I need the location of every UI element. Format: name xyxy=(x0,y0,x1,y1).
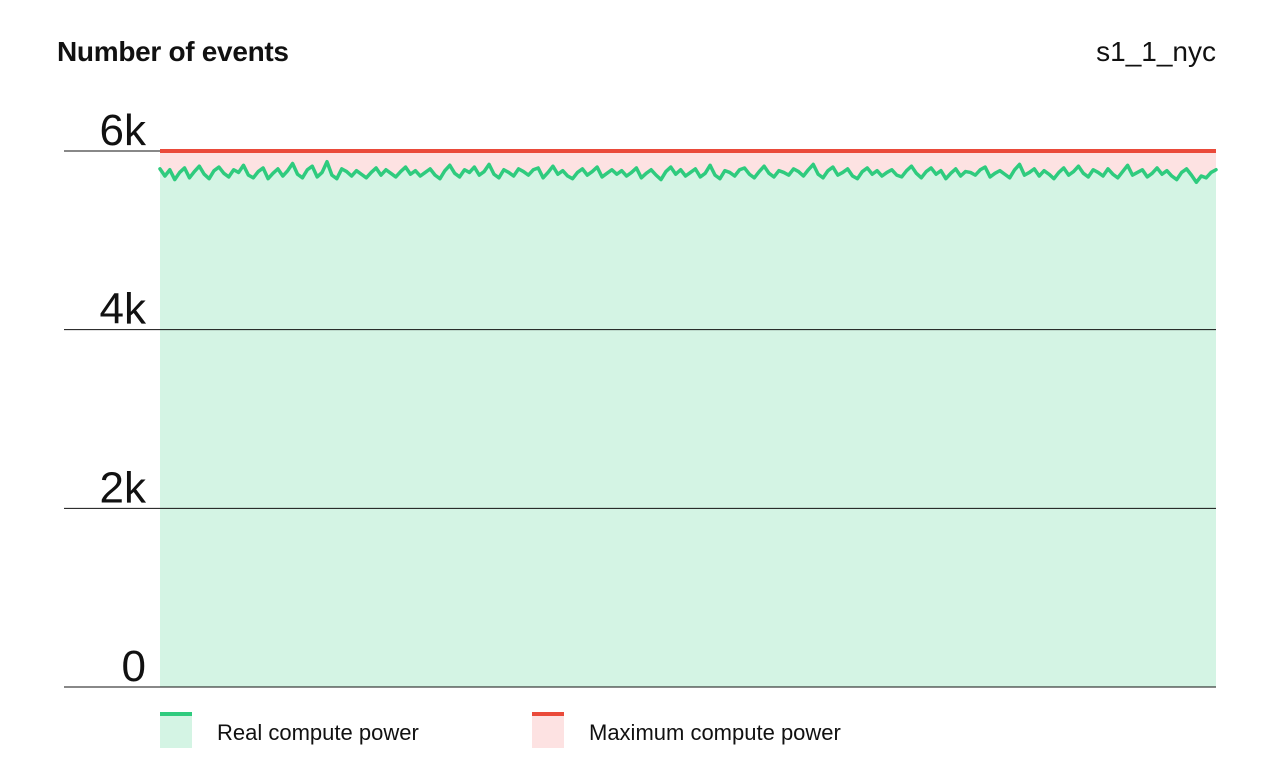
legend-max-compute-swatch xyxy=(532,712,564,748)
legend-max-compute-label: Maximum compute power xyxy=(589,720,841,745)
real-compute-line xyxy=(158,159,1218,185)
y-tick-label-0: 0 xyxy=(122,642,146,691)
legend-real-compute: Real compute power xyxy=(160,712,419,748)
legend-real-compute-swatch-line xyxy=(160,712,192,716)
chart-title: Number of events xyxy=(57,36,289,67)
legend: Real compute power Maximum compute power xyxy=(160,712,841,748)
y-tick-label-2k: 2k xyxy=(100,463,147,512)
y-tick-label-4k: 4k xyxy=(100,285,147,334)
y-tick-labels: 0 2k 4k 6k xyxy=(100,106,147,691)
y-tick-label-6k: 6k xyxy=(100,106,147,155)
legend-real-compute-swatch xyxy=(160,712,192,748)
legend-max-compute: Maximum compute power xyxy=(532,712,841,748)
real-compute-area xyxy=(160,161,1216,688)
chart-subtitle: s1_1_nyc xyxy=(1096,36,1216,67)
gridlines xyxy=(64,150,1216,688)
series-lines xyxy=(158,149,1218,185)
plot-areas xyxy=(160,151,1216,688)
legend-max-compute-swatch-line xyxy=(532,712,564,716)
legend-real-compute-label: Real compute power xyxy=(217,720,419,745)
